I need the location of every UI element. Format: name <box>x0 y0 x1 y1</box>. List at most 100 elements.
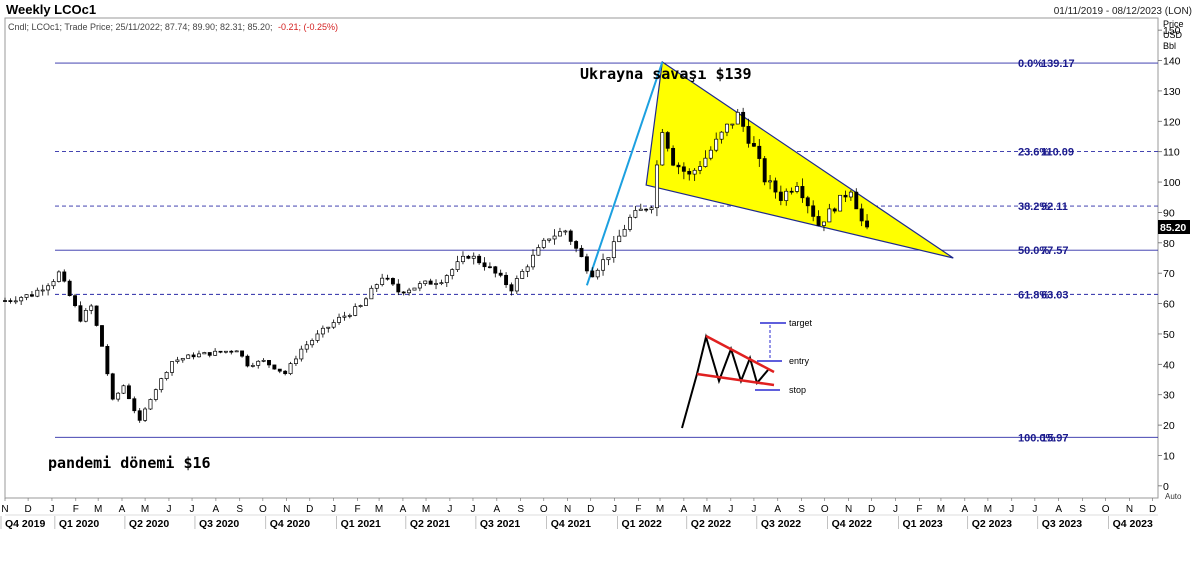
candle-body <box>89 305 94 311</box>
candle-body <box>186 354 191 359</box>
month-label: N <box>1126 504 1133 515</box>
candle-body <box>444 275 449 284</box>
month-label: J <box>49 504 54 515</box>
quarter-label: Q3 2023 <box>1042 518 1082 530</box>
candle-body <box>816 216 821 226</box>
auto-scale-label[interactable]: Auto <box>1165 492 1182 501</box>
candle-body <box>531 254 535 268</box>
month-label: M <box>94 504 102 515</box>
y-tick-label: 150 <box>1163 25 1181 37</box>
candle-body <box>644 208 649 211</box>
month-label: J <box>447 504 452 515</box>
candle-body <box>601 259 606 271</box>
fib-value: 15.97 <box>1041 432 1069 444</box>
candle-body <box>353 306 358 316</box>
candle-body <box>719 131 724 140</box>
candle-body <box>175 359 180 362</box>
candle-body <box>805 197 810 207</box>
candle-body <box>611 241 616 259</box>
candle-body <box>229 350 234 353</box>
candle-body <box>218 350 223 353</box>
candle-body <box>428 280 433 285</box>
candle-body <box>374 284 379 289</box>
month-label: A <box>961 504 968 515</box>
candle-body <box>654 164 659 209</box>
candle-body <box>267 359 271 366</box>
candle-body <box>256 360 261 366</box>
candle-body <box>698 166 702 171</box>
candle-body <box>681 166 686 172</box>
candle-body <box>461 255 465 263</box>
candle-body <box>240 350 245 357</box>
y-tick-label: 50 <box>1163 329 1175 341</box>
y-axis: 0 10 20 30 40 50 60 70 80 90 100 110 120 130 140 150 85.… <box>1158 25 1190 493</box>
candle-body <box>563 230 568 233</box>
candle-body <box>412 287 417 291</box>
month-label: M <box>141 504 149 515</box>
inset-label: stop <box>789 385 806 395</box>
candle-body <box>466 255 471 259</box>
fib-label: 50.0% <box>1018 245 1049 257</box>
annotation-ukraine: Ukrayna savaşı $139 <box>580 65 752 83</box>
candle-body <box>164 372 169 379</box>
candle-body <box>105 345 110 375</box>
y-tick-label: 140 <box>1163 56 1181 68</box>
month-label: M <box>984 504 992 515</box>
month-label: J <box>190 504 195 515</box>
candle-body <box>148 399 153 410</box>
candle-body <box>396 283 401 293</box>
unit-price: Price <box>1163 19 1184 29</box>
candle-body <box>450 269 455 276</box>
plot-frame <box>4 17 1159 499</box>
fib-label: 61.8% <box>1018 289 1049 301</box>
candle-body <box>116 392 121 400</box>
month-label: A <box>400 504 407 515</box>
candle-body <box>132 398 137 412</box>
inset-lower-line <box>696 372 775 387</box>
fib-label: 38.2% <box>1018 201 1049 213</box>
annotations: Ukrayna savaşı $139 pandemi dönemi $16 <box>48 65 752 472</box>
candle-body <box>320 327 325 335</box>
candle-body <box>854 191 859 210</box>
month-label: S <box>798 504 805 515</box>
candle-body <box>35 289 40 297</box>
quarter-label: Q4 2020 <box>270 518 310 530</box>
quarter-label: Q2 2021 <box>410 518 450 530</box>
last-price-label: 85.20 <box>1160 222 1186 234</box>
candle-body <box>595 269 600 278</box>
candle-body <box>838 194 843 212</box>
candle-body <box>482 262 487 268</box>
candle-body <box>121 385 126 394</box>
candle-body <box>342 315 347 318</box>
candle-body <box>832 208 837 212</box>
candle-body <box>13 300 18 303</box>
quarter-label: Q4 2021 <box>551 518 591 530</box>
candle-body <box>110 373 115 400</box>
candle-body <box>795 186 799 192</box>
candle-body <box>191 354 196 358</box>
candle-body <box>455 261 460 270</box>
candle-body <box>541 239 546 248</box>
candle-body <box>638 208 643 211</box>
candle-body <box>859 208 864 222</box>
candle-body <box>51 281 56 287</box>
legend-values: Cndl; LCOc1; Trade Price; 25/11/2022; 87… <box>8 22 273 32</box>
quarter-label: Q2 2020 <box>129 518 169 530</box>
candle-body <box>369 287 374 300</box>
candle-body <box>434 283 438 285</box>
month-label: D <box>1149 504 1156 515</box>
candle-body <box>299 348 304 360</box>
quarter-label: Q1 2023 <box>902 518 942 530</box>
candle-body <box>283 370 288 375</box>
fib-value: 139.17 <box>1041 58 1075 70</box>
candle-body <box>137 410 142 421</box>
candle-body <box>557 231 562 237</box>
candle-body <box>714 138 719 151</box>
last-price-box <box>1158 220 1190 235</box>
candle-body <box>153 389 158 400</box>
candle-body <box>67 280 72 297</box>
candle-body <box>24 294 29 298</box>
candle-body <box>73 295 77 307</box>
candle-body <box>735 111 740 125</box>
